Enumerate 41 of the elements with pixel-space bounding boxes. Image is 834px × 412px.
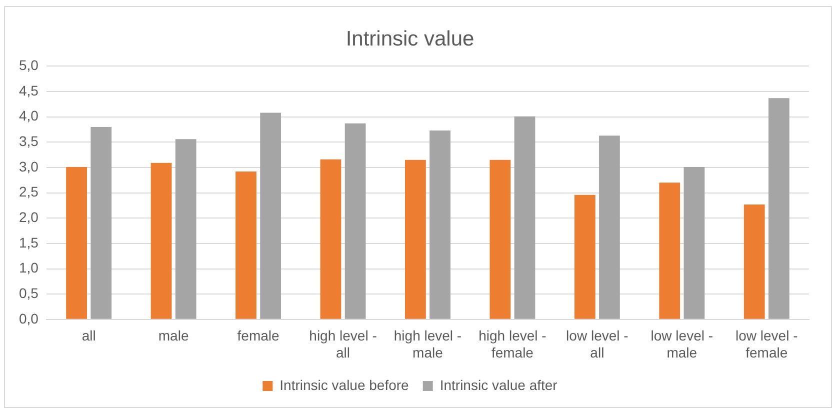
y-tick-label: 4,0: [18, 108, 39, 124]
y-tick-label: 0,5: [18, 284, 39, 301]
x-tick-label: high level - female: [478, 328, 547, 360]
x-tick-label: low level - female: [736, 328, 798, 360]
bar: [490, 160, 511, 319]
legend-label: Intrinsic value after: [440, 376, 558, 393]
bar: [744, 204, 765, 319]
y-tick-label: 5,0: [18, 57, 39, 74]
bar: [150, 162, 172, 319]
bar: [175, 139, 196, 319]
bar: [659, 182, 680, 319]
chart-title: Intrinsic value: [346, 27, 474, 50]
bar: [260, 112, 282, 319]
bar: [66, 166, 87, 319]
bar: [514, 116, 536, 319]
x-tick-label: high level - male: [394, 328, 462, 360]
x-tick-label: female: [237, 328, 280, 344]
bar: [344, 123, 366, 319]
x-tick-label: low level - male: [650, 328, 714, 360]
bar: [90, 126, 112, 319]
y-tick-label: 2,5: [18, 184, 39, 200]
bar: [430, 130, 450, 319]
y-tick-label: 3,5: [18, 133, 39, 150]
legend-label: Intrinsic value before: [280, 376, 410, 393]
y-tick-label: 2,0: [18, 208, 39, 225]
y-tick-label: 1,5: [18, 234, 39, 250]
bar: [684, 166, 705, 319]
x-tick-label: male: [158, 328, 189, 344]
y-tick-label: 3,0: [18, 158, 39, 174]
bar: [405, 160, 426, 319]
x-tick-label: high level - all: [309, 328, 378, 360]
y-tick-label: 4,5: [18, 82, 39, 98]
bar: [599, 136, 620, 319]
x-tick-label: low level - all: [566, 328, 629, 360]
x-tick-label: all: [82, 328, 96, 344]
bar: [236, 172, 256, 319]
bar: [574, 194, 596, 319]
y-tick-label: 0,0: [18, 310, 39, 326]
y-tick-label: 1,0: [18, 260, 39, 276]
bar: [320, 159, 342, 319]
bar: [768, 98, 790, 319]
